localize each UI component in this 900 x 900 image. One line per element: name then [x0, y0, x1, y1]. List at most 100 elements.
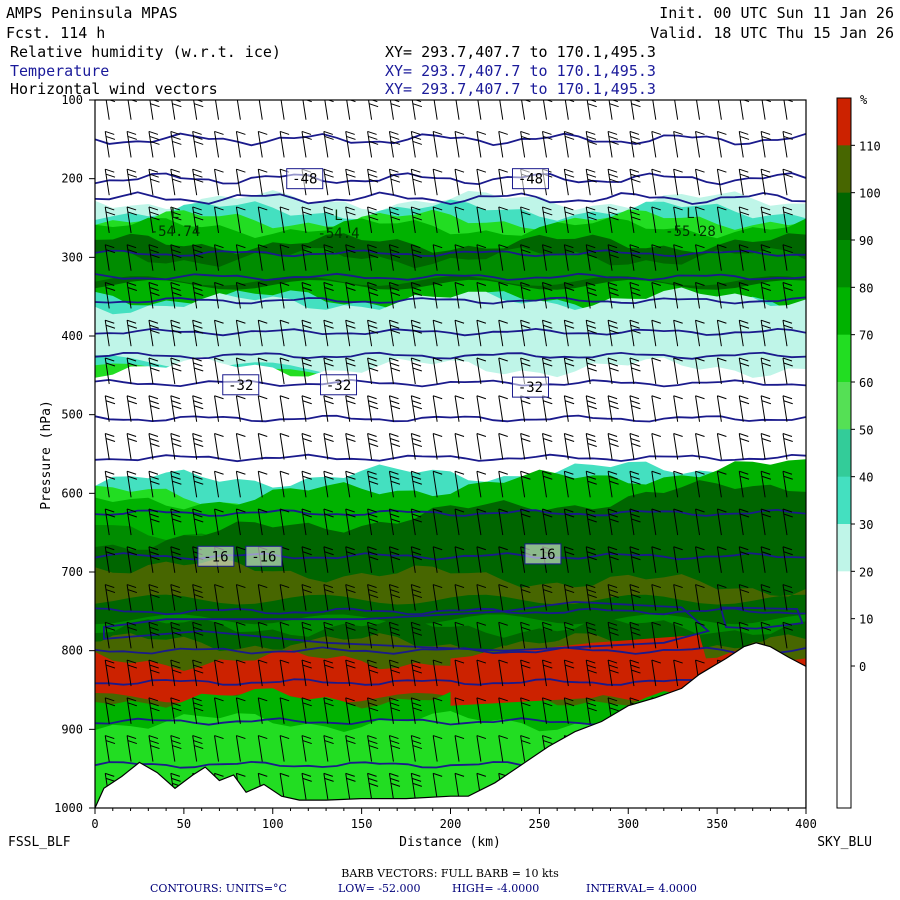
wind-barb	[541, 584, 553, 611]
wind-barb	[782, 244, 793, 271]
wind-barb	[323, 130, 334, 158]
wind-barb	[651, 319, 661, 347]
wind-barb	[214, 395, 224, 422]
wind-barb	[388, 659, 401, 687]
wind-barb	[148, 735, 160, 762]
wind-barb	[323, 546, 334, 573]
wind-barb	[695, 433, 705, 460]
wind-barb	[170, 659, 182, 687]
wind-barb	[520, 433, 531, 460]
wind-barb	[301, 433, 312, 460]
wind-barb	[695, 100, 701, 120]
wind-barb	[607, 584, 619, 611]
wind-barb	[367, 244, 379, 271]
wind-barb	[498, 433, 508, 460]
wind-barb	[716, 130, 727, 158]
wind-barb	[258, 100, 263, 120]
wind-barb	[279, 395, 290, 422]
wind-barb	[541, 244, 553, 271]
wind-barb	[695, 319, 705, 347]
wind-barb	[454, 357, 465, 385]
wind-barb	[323, 735, 334, 762]
wind-barb	[148, 584, 160, 611]
wind-barb	[629, 470, 641, 498]
wind-barb	[235, 735, 246, 762]
wind-barb	[585, 697, 597, 724]
wind-barb	[652, 100, 657, 120]
isotherm-line	[95, 508, 806, 517]
wind-barb	[126, 433, 138, 460]
wind-barb	[585, 659, 597, 687]
wind-barb	[585, 621, 597, 649]
wind-barb	[585, 319, 597, 347]
wind-barb	[126, 244, 138, 271]
wind-barb	[716, 508, 727, 536]
wind-barb	[279, 659, 290, 687]
wind-barb	[782, 281, 793, 309]
field-temp-label: Temperature	[10, 62, 109, 80]
y-tick-label: 600	[61, 486, 83, 500]
wind-barb	[215, 100, 220, 120]
wind-barb	[388, 130, 401, 158]
wind-barb	[673, 206, 683, 234]
wind-barb	[126, 281, 138, 309]
low-marker: L	[171, 206, 179, 222]
wind-barb	[738, 319, 750, 347]
wind-barb	[367, 470, 379, 498]
wind-barb	[585, 470, 597, 498]
minimum-value: -55.28	[665, 224, 716, 240]
wind-barb	[301, 546, 312, 573]
colorbar-swatch	[837, 287, 851, 336]
wind-barb	[651, 206, 661, 234]
wind-barb	[716, 433, 727, 460]
wind-barb	[192, 357, 204, 385]
wind-barb	[301, 621, 312, 649]
wind-barb	[214, 168, 224, 196]
wind-barb	[563, 357, 575, 385]
wind-barb	[629, 319, 641, 347]
wind-barb	[410, 659, 423, 687]
wind-barb	[432, 281, 443, 309]
wind-barb	[410, 735, 423, 762]
minimum-value: -54.4	[317, 226, 359, 242]
wind-barb	[760, 508, 772, 536]
wind-barb	[301, 659, 312, 687]
wind-barb	[716, 244, 727, 271]
wind-barb	[126, 546, 138, 573]
wind-barb	[738, 433, 750, 460]
wind-barb	[367, 357, 379, 385]
wind-barb	[214, 433, 224, 460]
isotherm-line	[95, 327, 806, 337]
y-tick-label: 800	[61, 644, 83, 658]
wind-barb	[279, 130, 290, 158]
wind-barb	[432, 697, 443, 724]
wind-barb	[367, 584, 379, 611]
wind-barb	[235, 621, 246, 649]
wind-barb	[126, 470, 138, 498]
y-tick-label: 700	[61, 565, 83, 579]
wind-barb	[126, 357, 138, 385]
wind-barb	[214, 130, 224, 158]
wind-barb	[126, 319, 138, 347]
wind-barb	[192, 697, 204, 724]
wind-barb	[148, 470, 160, 498]
wind-barb	[651, 659, 661, 687]
wind-barb	[498, 395, 508, 422]
wind-barb	[498, 697, 508, 724]
wind-barb	[148, 357, 160, 385]
wind-barb	[760, 168, 772, 196]
wind-barb	[410, 546, 423, 573]
wind-barb	[170, 470, 182, 498]
wind-barb	[235, 697, 246, 724]
colorbar-label: 30	[859, 518, 873, 532]
wind-barb	[367, 433, 379, 460]
wind-barb	[388, 281, 401, 309]
wind-barb	[432, 244, 443, 271]
wind-barb	[585, 584, 597, 611]
wind-barb	[673, 395, 683, 422]
wind-barb	[235, 659, 246, 687]
colorbar-swatch	[837, 145, 851, 194]
wind-barb	[388, 470, 401, 498]
wind-barb	[170, 584, 182, 611]
wind-barb	[563, 508, 575, 536]
